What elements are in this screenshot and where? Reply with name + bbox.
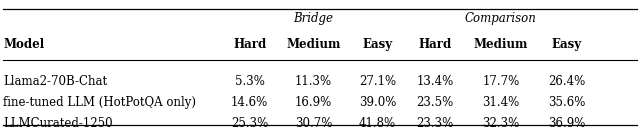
Text: Bridge: Bridge — [294, 12, 333, 25]
Text: 32.3%: 32.3% — [482, 117, 520, 130]
Text: Comparison: Comparison — [465, 12, 537, 25]
Text: 36.9%: 36.9% — [548, 117, 585, 130]
Text: Model: Model — [3, 38, 44, 51]
Text: 41.8%: 41.8% — [359, 117, 396, 130]
Text: 23.5%: 23.5% — [417, 96, 454, 109]
Text: 25.3%: 25.3% — [231, 117, 268, 130]
Text: 14.6%: 14.6% — [231, 96, 268, 109]
Text: 27.1%: 27.1% — [359, 75, 396, 88]
Text: Medium: Medium — [287, 38, 340, 51]
Text: 11.3%: 11.3% — [295, 75, 332, 88]
Text: Llama2-70B-Chat: Llama2-70B-Chat — [3, 75, 108, 88]
Text: 26.4%: 26.4% — [548, 75, 585, 88]
Text: 30.7%: 30.7% — [295, 117, 332, 130]
Text: Hard: Hard — [419, 38, 452, 51]
Text: Easy: Easy — [551, 38, 582, 51]
Text: 5.3%: 5.3% — [235, 75, 264, 88]
Text: 17.7%: 17.7% — [482, 75, 520, 88]
Text: 13.4%: 13.4% — [417, 75, 454, 88]
Text: 23.3%: 23.3% — [417, 117, 454, 130]
Text: 31.4%: 31.4% — [482, 96, 520, 109]
Text: Hard: Hard — [233, 38, 266, 51]
Text: LLMCurated-1250: LLMCurated-1250 — [3, 117, 113, 130]
Text: 35.6%: 35.6% — [548, 96, 585, 109]
Text: 39.0%: 39.0% — [359, 96, 396, 109]
Text: fine-tuned LLM (HotPotQA only): fine-tuned LLM (HotPotQA only) — [3, 96, 196, 109]
Text: 16.9%: 16.9% — [295, 96, 332, 109]
Text: Medium: Medium — [474, 38, 528, 51]
Text: Easy: Easy — [362, 38, 393, 51]
